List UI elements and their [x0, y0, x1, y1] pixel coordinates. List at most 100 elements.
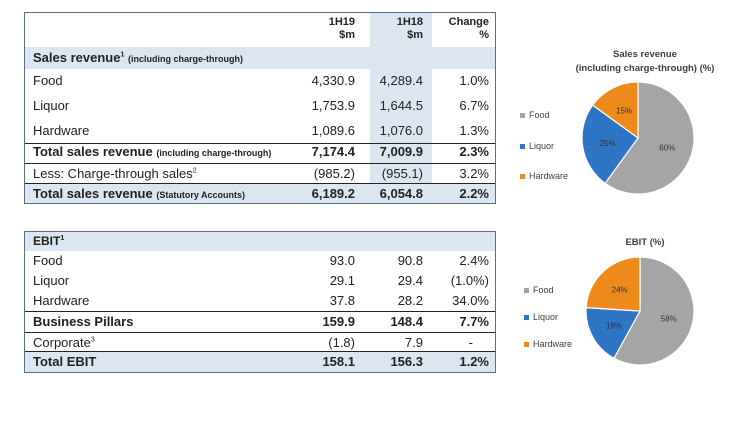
value-1h19: 158.1: [322, 354, 355, 369]
charge-through-less-row: Less: Charge-through sales2 (985.2) (955…: [25, 163, 495, 184]
row-note: (including charge-through): [156, 148, 272, 158]
value-change: 6.7%: [459, 98, 489, 113]
value-1h18: (955.1): [381, 166, 423, 181]
value-1h19: 37.8: [329, 293, 355, 308]
total-statutory-row: Total sales revenue (Statutory Accounts)…: [25, 183, 495, 203]
legend-swatch: [520, 174, 525, 180]
legend-label: Food: [533, 285, 554, 295]
row-label: Business Pillars: [33, 314, 134, 329]
pie-slice-food: [604, 82, 694, 194]
table-row: Liquor 1,753.9 1,644.5 6.7%: [25, 94, 495, 118]
chart-title: EBIT (%): [625, 237, 665, 248]
sales-revenue-table: 1H19 $m 1H18 $m Change % Sales revenue1 …: [24, 12, 496, 204]
header-1h18: 1H18 $m: [396, 16, 423, 41]
sales-section-header: Sales revenue1 (including charge-through…: [25, 47, 495, 69]
table-row: Food 93.0 90.8 2.4%: [25, 251, 495, 271]
section-label: EBIT: [33, 234, 61, 248]
table-header: 1H19 $m 1H18 $m Change %: [25, 16, 495, 46]
row-label: Hardware: [33, 293, 90, 308]
row-label: Corporate: [33, 335, 91, 350]
value-1h19: 4,330.9: [311, 73, 355, 88]
pie-label-hardware: 24%: [612, 285, 628, 294]
value-1h18: 148.4: [390, 314, 423, 329]
pie-plot: 58% 18% 24%: [586, 257, 694, 365]
header-1h19: 1H19 $m: [328, 16, 355, 41]
value-change: 2.4%: [459, 253, 489, 268]
total-ebit-row: Total EBIT 158.1 156.3 1.2%: [25, 351, 495, 372]
value-1h19: (985.2): [313, 166, 355, 181]
pie-slice-liquor: [582, 104, 639, 185]
value-1h19: 6,189.2: [311, 186, 355, 201]
pie-label-food: 58%: [661, 314, 677, 323]
value-1h19: 93.0: [329, 253, 355, 268]
value-1h18: 156.3: [390, 354, 423, 369]
ebit-table: EBIT1 Food 93.0 90.8 2.4% Liquor 29.1 29…: [24, 231, 496, 373]
value-1h18: 1,076.0: [379, 123, 423, 138]
sales-revenue-pie-chart: Sales revenue (including charge-through)…: [510, 44, 735, 204]
value-change: 34.0%: [452, 293, 489, 308]
legend-item-hardware: Hardware: [520, 171, 568, 181]
value-1h18: 28.2: [397, 293, 423, 308]
legend-item-hardware: Hardware: [524, 339, 572, 349]
legend-label: Hardware: [533, 339, 573, 349]
pie-slice-hardware: [591, 82, 639, 140]
value-1h18: 7,009.9: [379, 144, 423, 159]
legend-swatch: [524, 315, 529, 321]
business-pillars-row: Business Pillars 159.9 148.4 7.7%: [25, 312, 495, 332]
legend-item-liquor: Liquor: [520, 141, 554, 151]
chart-title: Sales revenue (including charge-through)…: [575, 49, 715, 74]
value-1h19: 1,089.6: [311, 123, 355, 138]
pie-plot: 60% 25% 15%: [582, 82, 694, 194]
legend-label: Hardware: [529, 171, 569, 181]
value-change: (1.0%): [450, 273, 489, 288]
pie-label-liquor: 18%: [606, 321, 622, 330]
value-1h19: 1,753.9: [311, 98, 355, 113]
value-1h19: 29.1: [329, 273, 355, 288]
legend-label: Liquor: [529, 141, 555, 151]
value-change: 2.3%: [459, 144, 489, 159]
value-1h18: 90.8: [397, 253, 423, 268]
section-note: (including charge-through): [127, 54, 243, 64]
total-charge-through-row: Total sales revenue (including charge-th…: [25, 141, 495, 163]
pie-label-food: 60%: [659, 144, 675, 153]
table-row: Food 4,330.9 4,289.4 1.0%: [25, 69, 495, 93]
legend-item-liquor: Liquor: [524, 312, 558, 322]
legend-swatch: [524, 342, 529, 348]
row-label: Total EBIT: [33, 354, 97, 369]
value-change: -: [468, 335, 473, 350]
row-label: Less: Charge-through sales: [33, 166, 193, 181]
pie-label-liquor: 25%: [600, 139, 616, 148]
footnote-ref: 2: [192, 167, 197, 175]
table-row: Liquor 29.1 29.4 (1.0%): [25, 271, 495, 291]
value-1h19: 7,174.4: [311, 144, 355, 159]
row-label: Hardware: [33, 123, 90, 138]
value-change: 1.3%: [459, 123, 489, 138]
pie-slice-food: [613, 257, 694, 365]
value-1h18: 6,054.8: [379, 186, 423, 201]
value-change: 7.7%: [459, 314, 489, 329]
row-note: (Statutory Accounts): [156, 190, 246, 200]
legend-item-food: Food: [524, 285, 554, 295]
row-label: Liquor: [33, 273, 70, 288]
pie-label-hardware: 15%: [616, 107, 632, 116]
footnote-ref: 1: [60, 235, 65, 242]
row-label: Food: [33, 253, 63, 268]
row-label: Food: [33, 73, 63, 88]
row-label: Total sales revenue: [33, 186, 153, 201]
ebit-section-header: EBIT1: [25, 232, 495, 251]
value-1h18: 29.4: [397, 273, 423, 288]
legend-swatch: [520, 144, 525, 150]
ebit-pie-chart: EBIT (%) Food Liquor Hardware 58% 18% 24%: [510, 235, 735, 370]
value-change: 1.2%: [459, 354, 489, 369]
table-row: Hardware 37.8 28.2 34.0%: [25, 291, 495, 312]
row-label: Total sales revenue: [33, 144, 153, 159]
table-row: Hardware 1,089.6 1,076.0 1.3%: [25, 119, 495, 144]
value-1h19: (1.8): [328, 335, 355, 350]
value-change: 1.0%: [459, 73, 489, 88]
shade-column-1h19: [370, 13, 432, 203]
value-1h18: 7.9: [404, 335, 423, 350]
header-change: Change %: [448, 16, 489, 41]
value-change: 3.2%: [459, 166, 489, 181]
footnote-ref: 3: [90, 336, 95, 344]
legend-swatch: [524, 288, 529, 294]
